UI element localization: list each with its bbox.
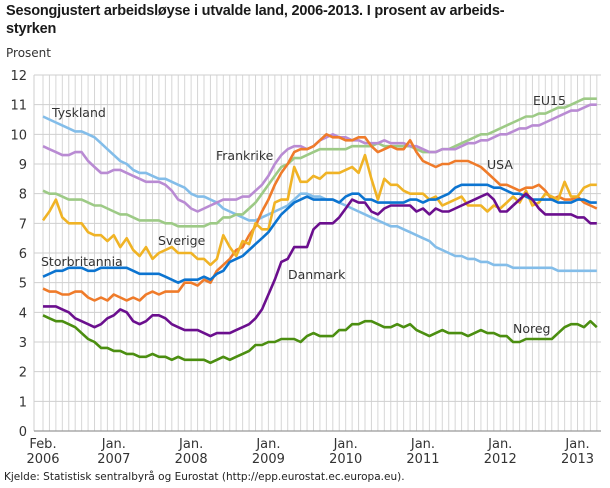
- x-tick-label-month: Jan.: [487, 437, 512, 452]
- x-tick-label-year: 2012: [484, 452, 517, 467]
- x-tick-label-month: Jan.: [564, 437, 589, 452]
- y-tick-label: 8: [19, 188, 27, 203]
- series-lines: [41, 97, 598, 365]
- chart-title: Sesongjustert arbeidsløyse i utvalde lan…: [6, 2, 610, 38]
- x-tick-label-month: Jan.: [178, 437, 203, 452]
- source-note: Kjelde: Statistisk sentralbyrå og Eurost…: [4, 471, 405, 483]
- y-tick-label: 10: [10, 128, 27, 143]
- y-tick-label: 6: [19, 247, 27, 262]
- chart-title-line-1: Sesongjustert arbeidsløyse i utvalde lan…: [6, 3, 505, 19]
- x-tick-label-month: Jan.: [333, 437, 358, 452]
- y-tick-label: 9: [19, 158, 27, 173]
- series-line-noreg: [42, 314, 598, 365]
- series-line-eu15: [42, 97, 597, 228]
- x-tick-label-year: 2011: [406, 452, 439, 467]
- x-tick-label-month: Jan.: [255, 437, 280, 452]
- series-label-usa: USA: [487, 157, 513, 172]
- series-label-frankrike: Frankrike: [216, 148, 274, 163]
- series-label-eu15: EU15: [533, 93, 566, 108]
- x-tick-label-year: 2010: [329, 452, 362, 467]
- series-line-danmark: [43, 192, 597, 338]
- series-label-storbritannia: Storbritannia: [41, 254, 123, 269]
- y-tick-label: 2: [19, 366, 27, 381]
- grid: [33, 74, 601, 432]
- y-tick-label: 1: [19, 395, 27, 410]
- series-labels: Tyskland EU15 Frankrike USA Sverige Storbrita…: [41, 93, 566, 336]
- x-tick-label-year: 2007: [97, 452, 130, 467]
- x-tick-label-month: Jan.: [410, 437, 435, 452]
- series-label-danmark: Danmark: [288, 267, 346, 282]
- series-line-tyskland: [42, 115, 597, 273]
- x-tick-label-month: Feb.: [29, 437, 56, 452]
- series-line-sverige: [41, 153, 597, 267]
- y-tick-label: 0: [19, 425, 27, 440]
- x-tick-label-year: 2006: [26, 452, 59, 467]
- x-tick-label-year: 2009: [252, 452, 285, 467]
- chart-title-line-2: styrken: [6, 21, 57, 37]
- x-tick-label-year: 2013: [561, 452, 594, 467]
- y-tick-label: 12: [10, 69, 27, 84]
- y-axis-label: Prosent: [6, 46, 51, 60]
- y-tick-label: 11: [10, 99, 27, 114]
- y-tick-label: 3: [19, 336, 27, 351]
- series-label-noreg: Noreg: [513, 321, 551, 336]
- series-line-usa: [42, 133, 598, 302]
- x-tick-label-year: 2008: [175, 452, 208, 467]
- x-tick-label-month: Jan.: [101, 437, 126, 452]
- y-tick-label: 7: [19, 217, 27, 232]
- series-label-sverige: Sverige: [158, 233, 206, 248]
- series-label-tyskland: Tyskland: [51, 105, 106, 120]
- x-axis-ticks: Feb.2006Jan.2007Jan.2008Jan.2009Jan.2010…: [26, 437, 594, 467]
- y-tick-label: 4: [19, 306, 27, 321]
- series-line-storbritannia: [42, 183, 597, 285]
- y-tick-label: 5: [19, 277, 27, 292]
